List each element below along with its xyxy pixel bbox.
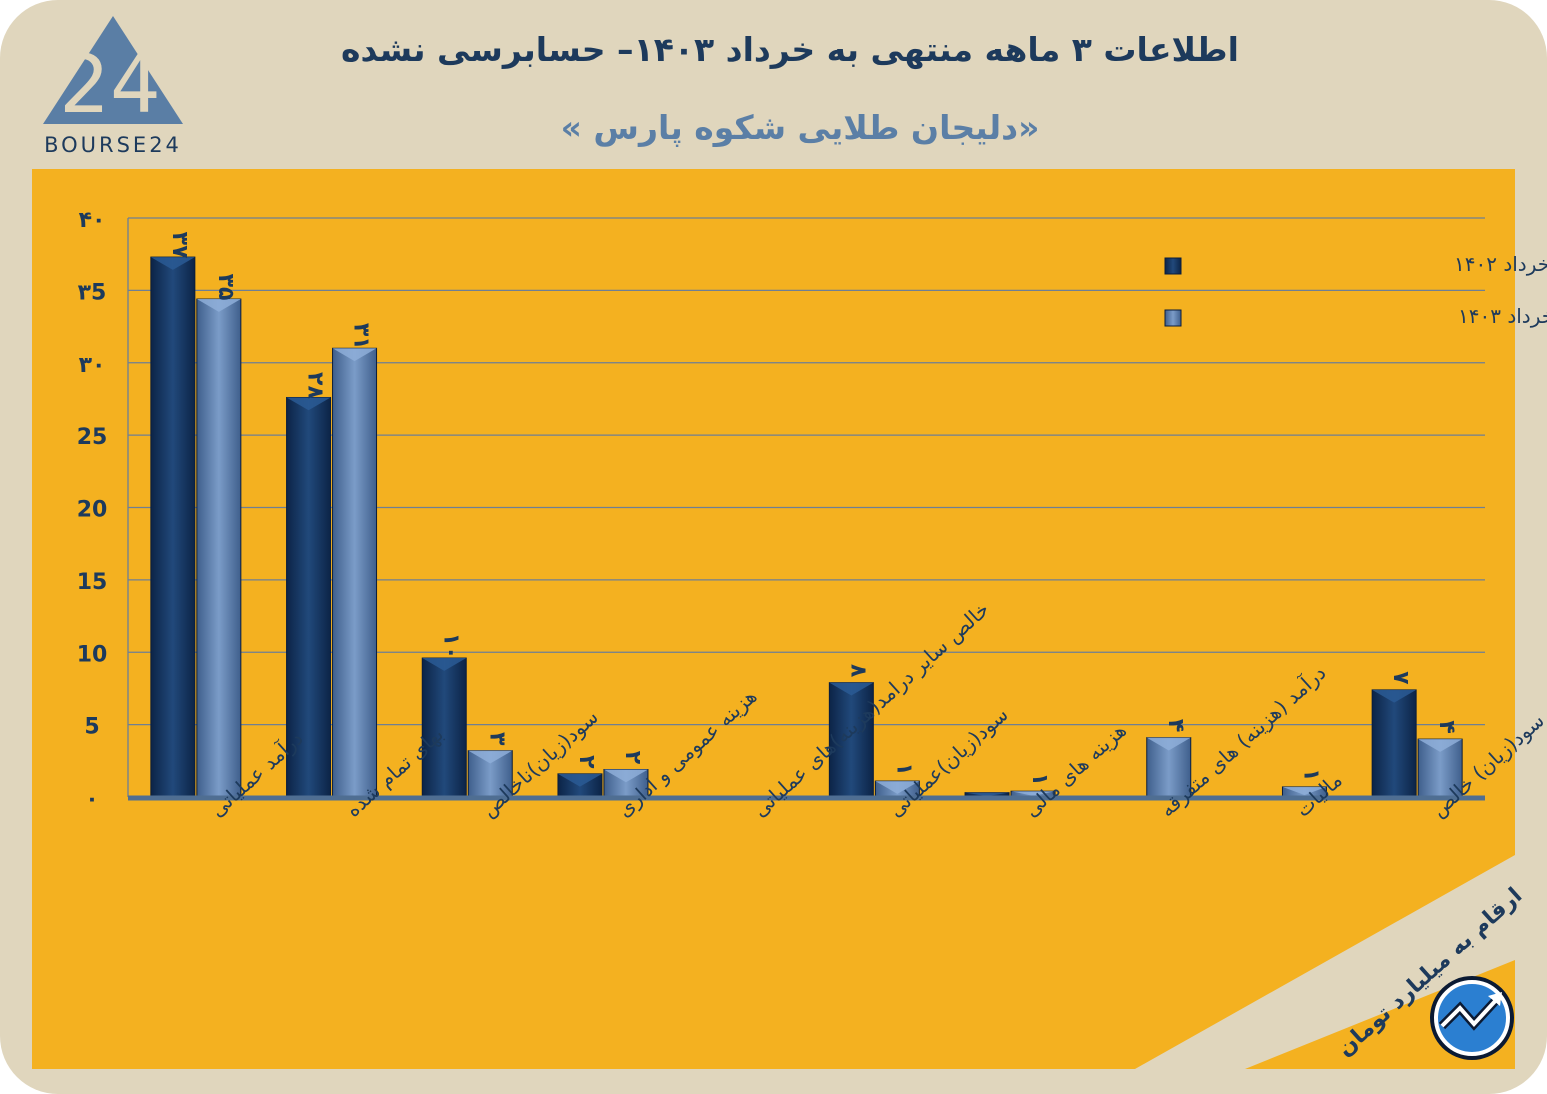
bar-bevel bbox=[603, 769, 648, 783]
data-label: ۲ bbox=[574, 755, 599, 769]
bar-bevel bbox=[829, 682, 874, 696]
data-label: ۲۸ bbox=[303, 372, 328, 399]
bar-bevel bbox=[332, 348, 377, 362]
bourse24-logo: 24 BOURSE24 bbox=[43, 16, 183, 157]
data-label: ۳۱ bbox=[349, 323, 374, 350]
bar-bevel bbox=[196, 299, 241, 312]
y-tick-label: 20 bbox=[77, 498, 108, 523]
logo-mark: 24 bbox=[59, 38, 161, 131]
y-tick-label: ۳۰ bbox=[79, 353, 106, 378]
data-label: ۴ bbox=[1434, 720, 1459, 733]
bar-bevel bbox=[875, 781, 920, 794]
data-label: ۱ bbox=[891, 762, 916, 775]
bar-bevel bbox=[1011, 791, 1056, 796]
y-tick-label: ۴۰ bbox=[79, 208, 106, 233]
bar-bevel bbox=[150, 257, 195, 270]
bar-bevel bbox=[286, 397, 331, 411]
bar-bevel bbox=[1372, 689, 1417, 703]
y-tick-label: 15 bbox=[77, 570, 108, 595]
bar bbox=[286, 396, 332, 798]
bar-bevel bbox=[422, 658, 467, 671]
plot-panel bbox=[32, 169, 1515, 1069]
y-tick-label: ۰ bbox=[85, 787, 98, 812]
bar bbox=[1371, 689, 1417, 798]
y-tick-label: ۳5 bbox=[78, 280, 107, 305]
bar-bevel bbox=[468, 750, 513, 764]
data-label: ۳۵ bbox=[213, 274, 238, 301]
data-label: ۷ bbox=[1388, 671, 1413, 685]
data-label: ۳ bbox=[484, 732, 509, 746]
chart-subtitle: «دلیجان طلایی شکوه پارس » bbox=[560, 108, 1040, 147]
legend-swatch bbox=[1164, 309, 1182, 327]
data-label: ۳۷ bbox=[167, 232, 192, 259]
bar-bevel bbox=[1418, 739, 1463, 752]
legend-swatch bbox=[1164, 257, 1182, 275]
data-label: ۸ bbox=[845, 664, 870, 678]
bar bbox=[421, 657, 467, 798]
bar-bevel bbox=[1282, 786, 1327, 795]
bar-bevel bbox=[557, 773, 602, 787]
data-label: ۲ bbox=[620, 751, 645, 765]
x-category-label: هزینه های مالی bbox=[1019, 718, 1131, 822]
trend-up-icon bbox=[1430, 976, 1514, 1060]
data-label: ۱۰ bbox=[438, 633, 463, 660]
legend-label: عملکرد منتهی به خرداد ۱۴۰۲ bbox=[1454, 252, 1547, 276]
bar bbox=[196, 298, 242, 798]
bar bbox=[828, 682, 874, 798]
logo-text: BOURSE24 bbox=[44, 133, 182, 157]
y-tick-label: 10 bbox=[77, 642, 108, 667]
y-tick-label: 5 bbox=[84, 715, 99, 740]
legend-label: عملکرد منتهی به خرداد ۱۴۰۳ bbox=[1458, 304, 1547, 328]
chart-title: اطلاعات ۳ ماهه منتهی به خرداد ۱۴۰۳– حساب… bbox=[341, 30, 1239, 69]
corner-band bbox=[1135, 855, 1515, 1069]
bar bbox=[332, 347, 378, 798]
bar bbox=[150, 256, 196, 798]
data-label: ۱ bbox=[1298, 768, 1323, 781]
bar-bevel bbox=[1146, 737, 1191, 751]
y-tick-label: 25 bbox=[77, 425, 108, 450]
bar-bevel bbox=[965, 792, 1010, 797]
data-label: ۴ bbox=[1163, 719, 1188, 732]
data-label: ۱ bbox=[1027, 772, 1052, 785]
